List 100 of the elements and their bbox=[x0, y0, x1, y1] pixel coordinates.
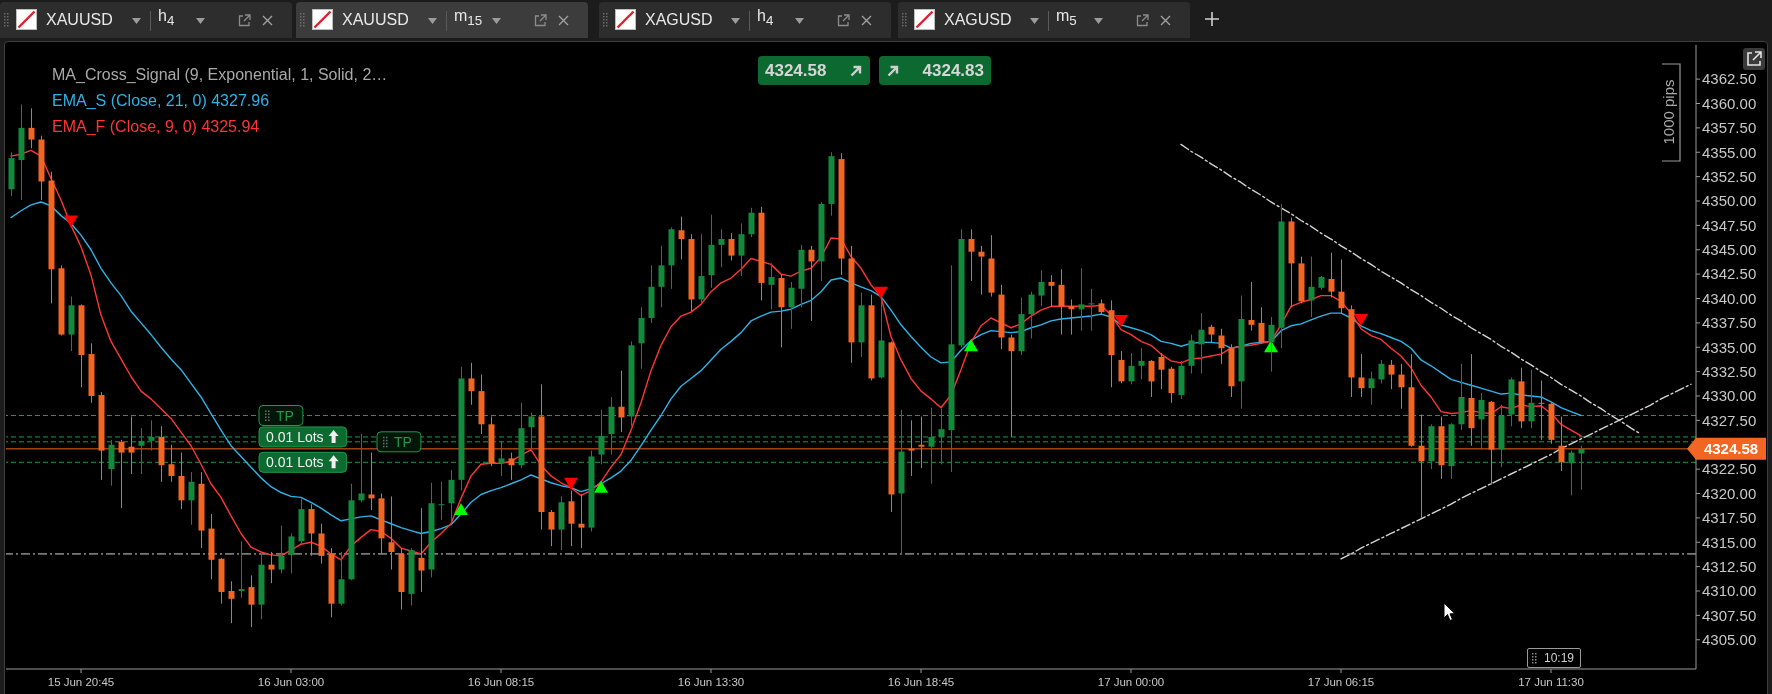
text: XAGUSD bbox=[944, 10, 1012, 30]
candlestick bbox=[738, 222, 745, 277]
y-tick-label: 4305.00 bbox=[1702, 631, 1757, 649]
text: XAUUSD bbox=[342, 10, 409, 30]
candlestick bbox=[728, 232, 735, 261]
candlestick bbox=[548, 509, 555, 547]
candlestick bbox=[188, 471, 195, 526]
candlestick bbox=[148, 419, 155, 452]
y-tick-label: 4357.50 bbox=[1702, 119, 1757, 137]
annotation: 1000 pips bbox=[1660, 79, 1677, 145]
candlestick bbox=[498, 440, 505, 477]
x-tick-label: 17 Jun 00:00 bbox=[1097, 676, 1165, 688]
text: XAGUSD bbox=[645, 10, 713, 30]
candlestick bbox=[1258, 306, 1265, 344]
candlestick bbox=[1028, 291, 1035, 339]
x-tick-label: 16 Jun 18:45 bbox=[887, 676, 955, 688]
annotation: 4324.83 bbox=[922, 60, 984, 82]
candlestick bbox=[248, 574, 255, 628]
candlestick bbox=[578, 493, 585, 549]
candlestick bbox=[1218, 328, 1225, 365]
point bbox=[964, 339, 978, 352]
point bbox=[454, 503, 468, 516]
candlestick bbox=[268, 551, 275, 584]
candlestick bbox=[1578, 445, 1585, 491]
candlestick bbox=[228, 580, 235, 624]
text: h$_{4}$ bbox=[757, 6, 774, 31]
y-tick-label: 4307.50 bbox=[1702, 606, 1757, 624]
candlestick bbox=[1148, 359, 1155, 398]
candlestick bbox=[1058, 268, 1065, 336]
y-tick-label: 4352.50 bbox=[1702, 167, 1757, 185]
y-tick-label: 4335.00 bbox=[1702, 338, 1757, 356]
candlestick bbox=[808, 245, 815, 322]
point bbox=[564, 477, 578, 490]
y-tick-label: 4320.00 bbox=[1702, 484, 1757, 502]
candlestick bbox=[438, 481, 445, 521]
y-tick-label: 4355.00 bbox=[1702, 143, 1757, 161]
annotation: MA_Cross_Signal (9, Exponential, 1, Solid, 2… bbox=[52, 66, 388, 83]
candlestick bbox=[1368, 371, 1375, 406]
y-tick-label: 4310.00 bbox=[1702, 582, 1757, 600]
candlestick bbox=[678, 216, 685, 260]
y-tick-label: 4360.00 bbox=[1702, 94, 1757, 112]
candlestick bbox=[928, 407, 935, 485]
annotation: 4327.96 bbox=[211, 92, 270, 109]
text: EMA_S (Close, 21, 0) bbox=[52, 92, 207, 109]
candlestick bbox=[698, 233, 705, 304]
candlestick bbox=[1388, 359, 1395, 390]
ref-line-label: 0.01 Lots bbox=[266, 454, 324, 471]
x-tick-label: 16 Jun 13:30 bbox=[677, 676, 745, 688]
ref-line-label: 0.01 Lots bbox=[266, 428, 324, 445]
candlestick bbox=[1338, 259, 1345, 314]
candlestick bbox=[748, 207, 755, 238]
y-tick-label: 4327.50 bbox=[1702, 411, 1757, 429]
candlestick bbox=[1008, 334, 1015, 438]
candlestick bbox=[368, 452, 375, 511]
x-tick-label: 16 Jun 08:15 bbox=[467, 676, 535, 688]
candlestick bbox=[528, 412, 535, 452]
candlestick bbox=[1078, 267, 1085, 332]
text: XAUUSD bbox=[46, 10, 113, 30]
candlestick bbox=[1358, 353, 1365, 398]
candlestick bbox=[788, 281, 795, 330]
ref-line-label: 4324.58 bbox=[1703, 440, 1759, 458]
point bbox=[1114, 314, 1128, 327]
candlestick bbox=[1048, 274, 1055, 308]
annotation: 10:19 bbox=[1543, 650, 1574, 667]
candlestick bbox=[138, 427, 145, 475]
series-label: EMA_F (Close, 9, 0) bbox=[52, 118, 197, 135]
candlestick bbox=[1538, 379, 1545, 441]
y-tick-label: 4362.50 bbox=[1702, 70, 1757, 88]
candlestick bbox=[1138, 347, 1145, 380]
ref-line-label: TP bbox=[394, 433, 412, 450]
candlestick bbox=[1308, 256, 1315, 318]
candlestick bbox=[938, 408, 945, 465]
x-tick-label: 17 Jun 06:15 bbox=[1307, 676, 1375, 688]
candlestick bbox=[1128, 352, 1135, 385]
annotation: 4324.58 bbox=[765, 60, 827, 82]
line-series bbox=[10, 201, 1582, 535]
y-tick-label: 4322.50 bbox=[1702, 460, 1757, 478]
y-tick-label: 4332.50 bbox=[1702, 362, 1757, 380]
candlestick bbox=[1528, 369, 1535, 429]
candlestick bbox=[508, 452, 515, 481]
candlestick bbox=[618, 370, 625, 433]
candlestick bbox=[1158, 352, 1165, 390]
candlestick bbox=[278, 525, 285, 574]
candlestick bbox=[978, 245, 985, 296]
text: h$_{4}$ bbox=[158, 6, 175, 31]
text: m$_{15}$ bbox=[454, 6, 483, 31]
candlestick bbox=[1568, 450, 1575, 496]
point bbox=[64, 215, 78, 228]
candlestick bbox=[1378, 359, 1385, 384]
candlestick bbox=[318, 523, 325, 565]
candlestick bbox=[1198, 312, 1205, 375]
x-tick-label: 17 Jun 11:30 bbox=[1518, 676, 1584, 688]
candlestick bbox=[468, 362, 475, 406]
candlestick bbox=[1088, 288, 1095, 332]
candlestick bbox=[718, 228, 725, 268]
candlestick bbox=[1118, 350, 1125, 384]
y-tick-label: 4317.50 bbox=[1702, 509, 1757, 527]
candlestick bbox=[768, 262, 775, 310]
y-tick-label: 4315.00 bbox=[1702, 533, 1757, 551]
candlestick bbox=[1398, 363, 1405, 410]
